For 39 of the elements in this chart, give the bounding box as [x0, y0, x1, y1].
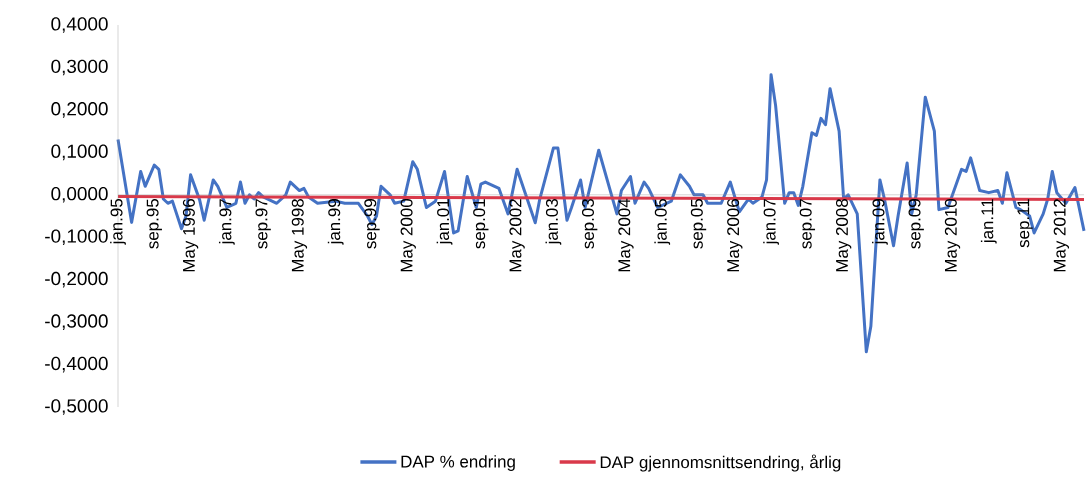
y-tick-label: 0,2000 — [51, 102, 108, 118]
x-tick-label: sep.11 — [1017, 199, 1033, 248]
y-tick-label: -0,3000 — [45, 314, 108, 330]
x-tick-label: May 2000 — [400, 198, 416, 272]
x-tick-label: sep.07 — [799, 199, 816, 249]
x-tick-label: jan.03 — [545, 199, 562, 245]
y-tick-label: -0,4000 — [45, 356, 108, 373]
x-tick-label: sep.01 — [473, 199, 489, 249]
x-tick-label: May 1998 — [291, 199, 308, 272]
y-tick-label: 0,1000 — [51, 144, 108, 161]
x-tick-label: May 2010 — [944, 198, 961, 272]
x-tick-label: jan.11 — [980, 199, 997, 244]
x-tick-label: May 1996 — [182, 199, 199, 272]
x-tick-label: jan.97 — [218, 199, 235, 245]
y-tick-label: -0,1000 — [45, 229, 108, 246]
y-tick-label: 0,4000 — [51, 17, 108, 33]
legend-label: DAP gjennomsnittsendring, årlig — [600, 454, 841, 472]
x-tick-label: sep.97 — [255, 199, 271, 249]
x-tick-label: sep.99 — [364, 199, 380, 249]
x-tick-label: May 2004 — [618, 198, 634, 272]
x-tick-label: sep.95 — [146, 199, 162, 249]
x-tick-label: May 2012 — [1053, 199, 1070, 272]
y-tick-label: 0,0000 — [51, 186, 108, 203]
x-tick-label: jan.09 — [872, 199, 888, 245]
y-tick-label: -0,2000 — [45, 271, 108, 288]
x-tick-label: May 2008 — [835, 199, 852, 272]
y-tick-label: -0,5000 — [45, 399, 108, 415]
x-tick-label: jan.01 — [436, 199, 453, 245]
x-tick-label: May 2006 — [727, 199, 743, 272]
x-tick-label: sep.03 — [582, 199, 598, 249]
x-tick-label: jan.99 — [327, 199, 344, 245]
x-tick-label: May 2002 — [509, 199, 525, 272]
x-tick-label: jan.05 — [654, 199, 671, 245]
x-tick-label: jan.07 — [763, 199, 779, 245]
y-tick-label: 0,3000 — [51, 59, 108, 76]
x-tick-label: sep.05 — [690, 199, 707, 249]
x-tick-label: jan.95 — [110, 199, 126, 245]
legend-label: DAP % endring — [401, 455, 515, 471]
x-tick-label: sep.09 — [908, 199, 924, 249]
